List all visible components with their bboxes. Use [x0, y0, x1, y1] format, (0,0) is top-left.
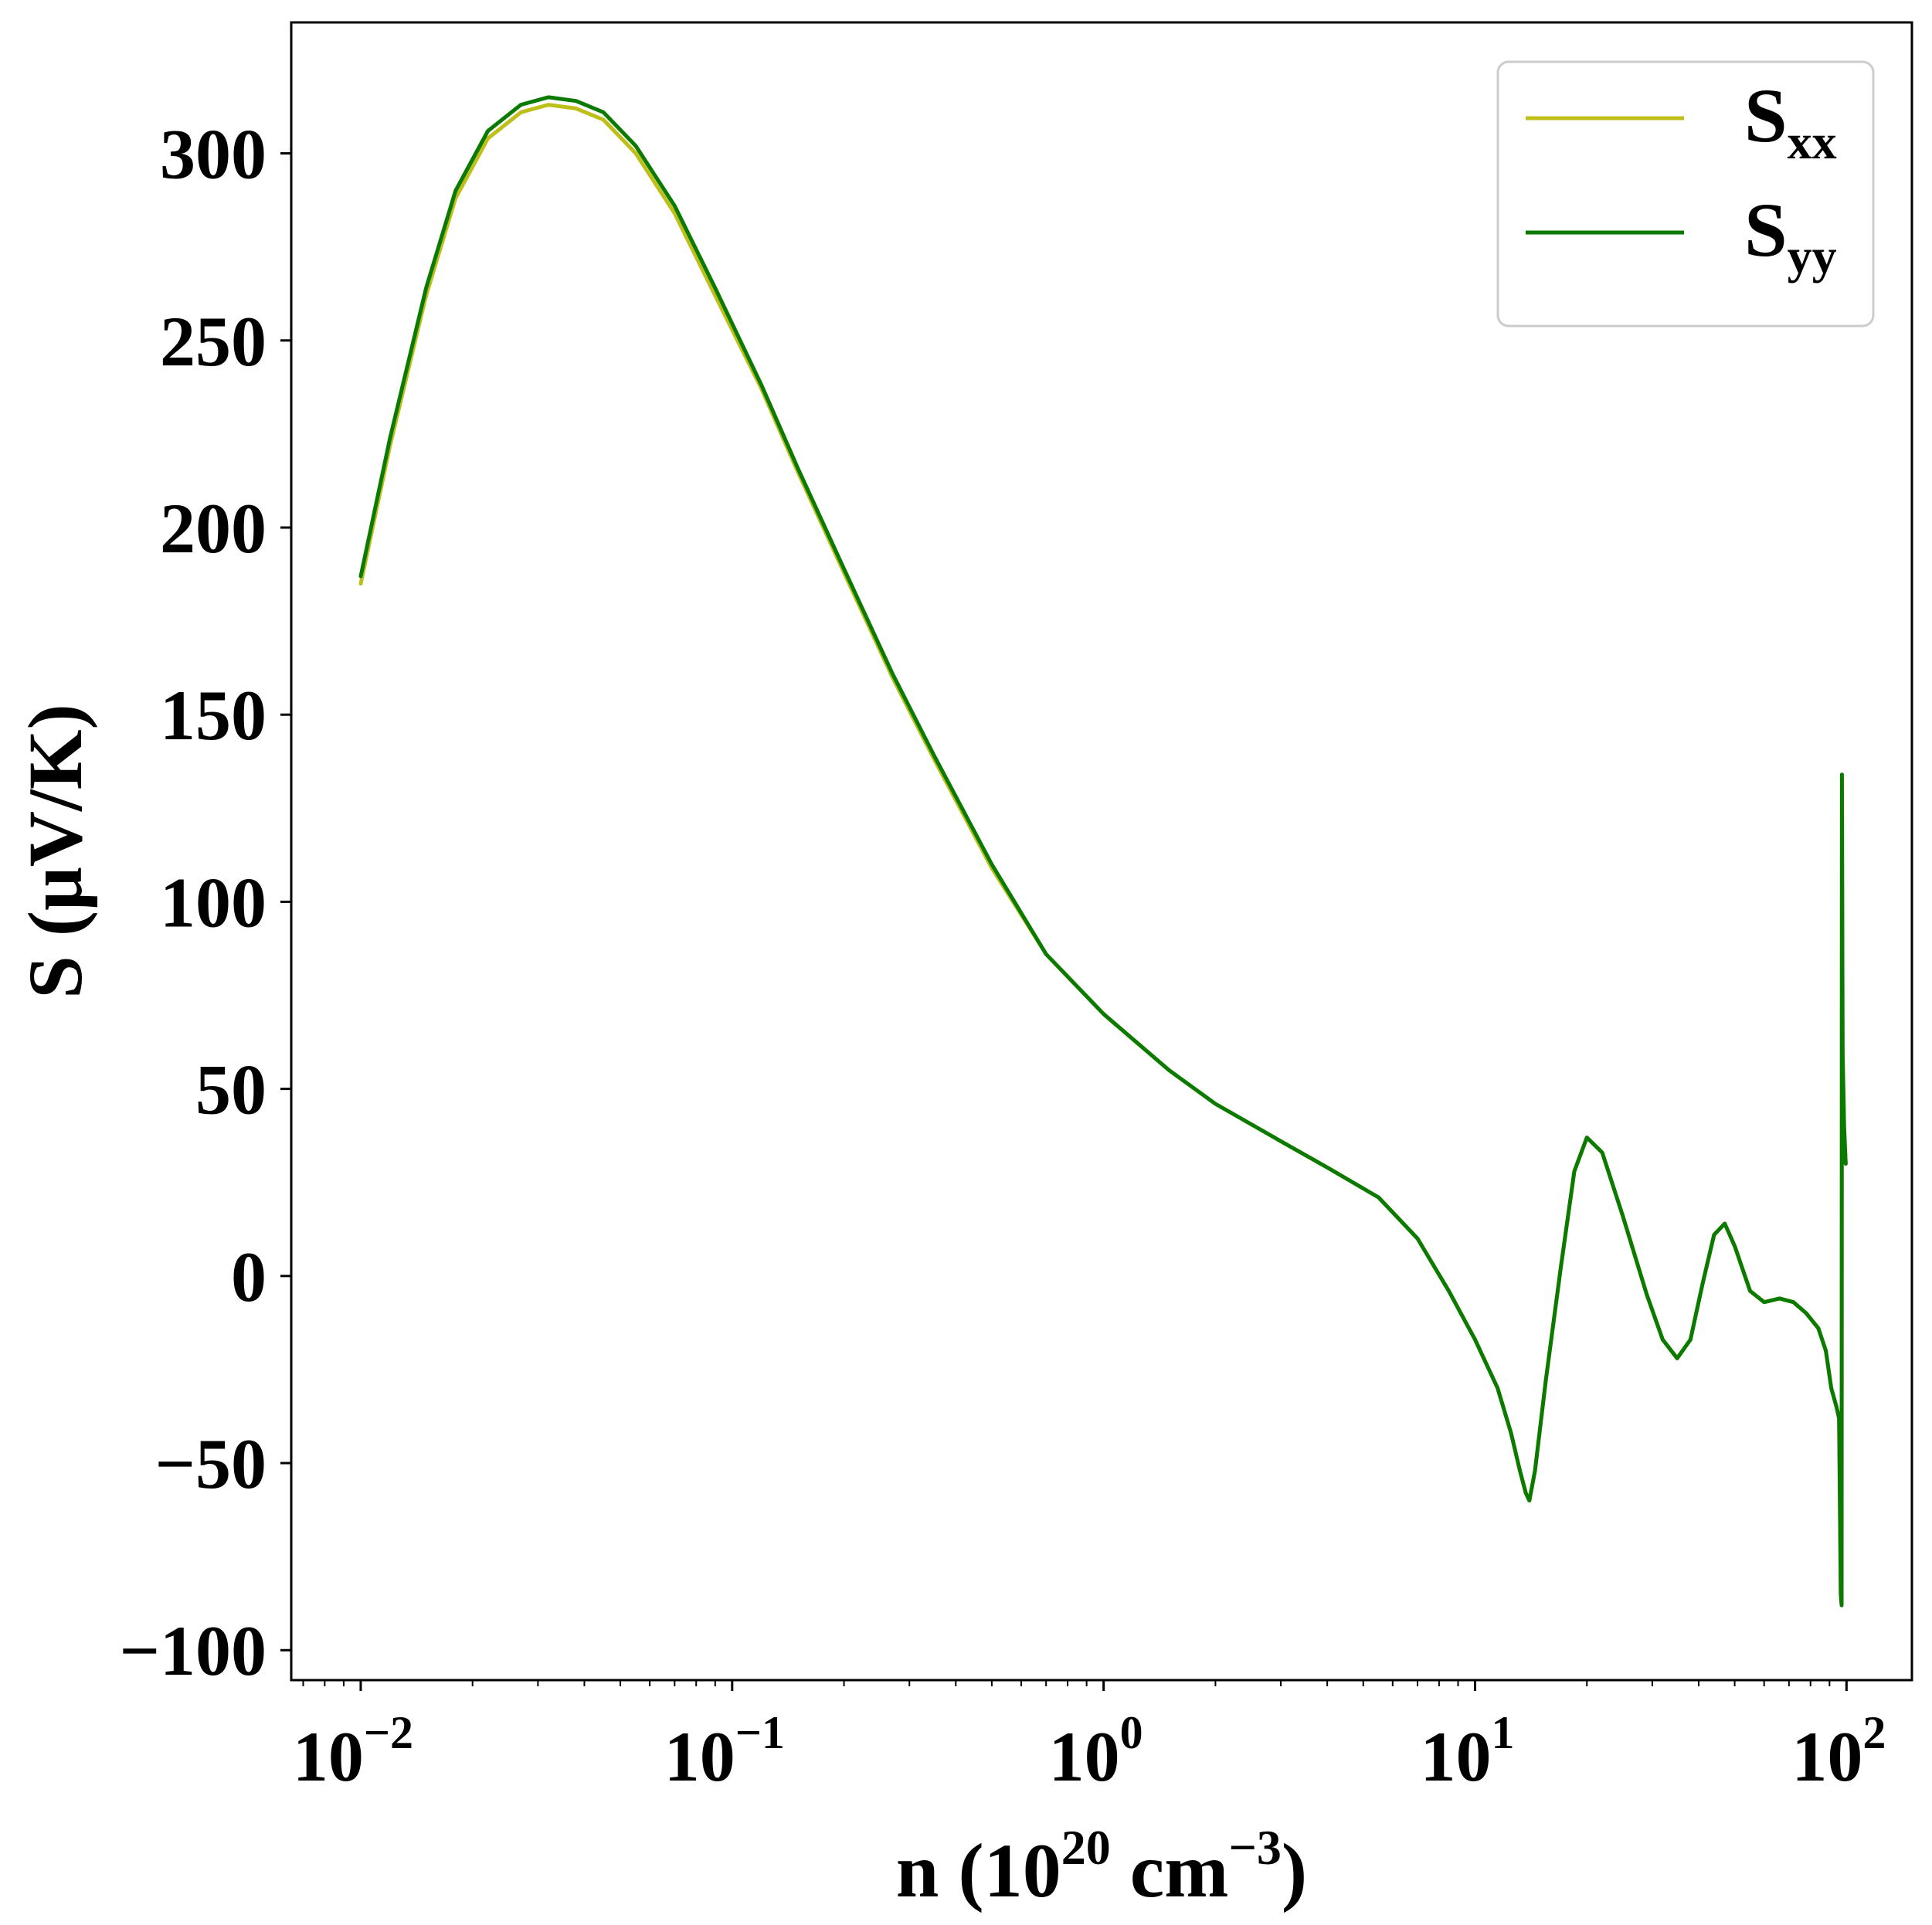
series-line-yy	[358, 95, 1848, 1608]
legend-label-sxx: Sxx	[1744, 73, 1837, 169]
plot-frame	[290, 21, 1913, 1682]
x-tick-label: 101	[1420, 1707, 1514, 1796]
x-tick-label: 100	[1049, 1707, 1143, 1796]
y-tick-label: 0	[231, 1238, 267, 1316]
y-tick-label: 150	[160, 676, 267, 755]
y-tick-label: −50	[155, 1424, 267, 1503]
legend-label-syy: Syy	[1744, 187, 1837, 283]
legend-box	[1496, 60, 1875, 328]
y-tick-label: 50	[195, 1051, 267, 1129]
y-tick-label: 250	[160, 302, 267, 381]
y-tick-label: −100	[120, 1611, 267, 1690]
y-axis-label: S (μV/K)	[12, 704, 98, 999]
x-axis-ticks: 10−2 10−1 100 101 102	[293, 1680, 1886, 1796]
y-tick-label: 300	[160, 115, 267, 194]
x-tick-label: 10−1	[664, 1707, 785, 1796]
legend: Sxx Syy	[1496, 60, 1875, 328]
y-axis-ticks: 300 250 200 150 100 50 0 −50 −100	[120, 115, 291, 1690]
x-tick-label: 102	[1791, 1707, 1886, 1796]
series-line-xx	[358, 103, 1848, 1608]
plot-content	[358, 95, 1848, 1608]
x-tick-label: 10−2	[293, 1707, 413, 1796]
x-axis-label: n (1020 cm−3)	[896, 1820, 1307, 1913]
y-tick-label: 200	[160, 489, 267, 568]
y-tick-label: 100	[160, 863, 267, 942]
